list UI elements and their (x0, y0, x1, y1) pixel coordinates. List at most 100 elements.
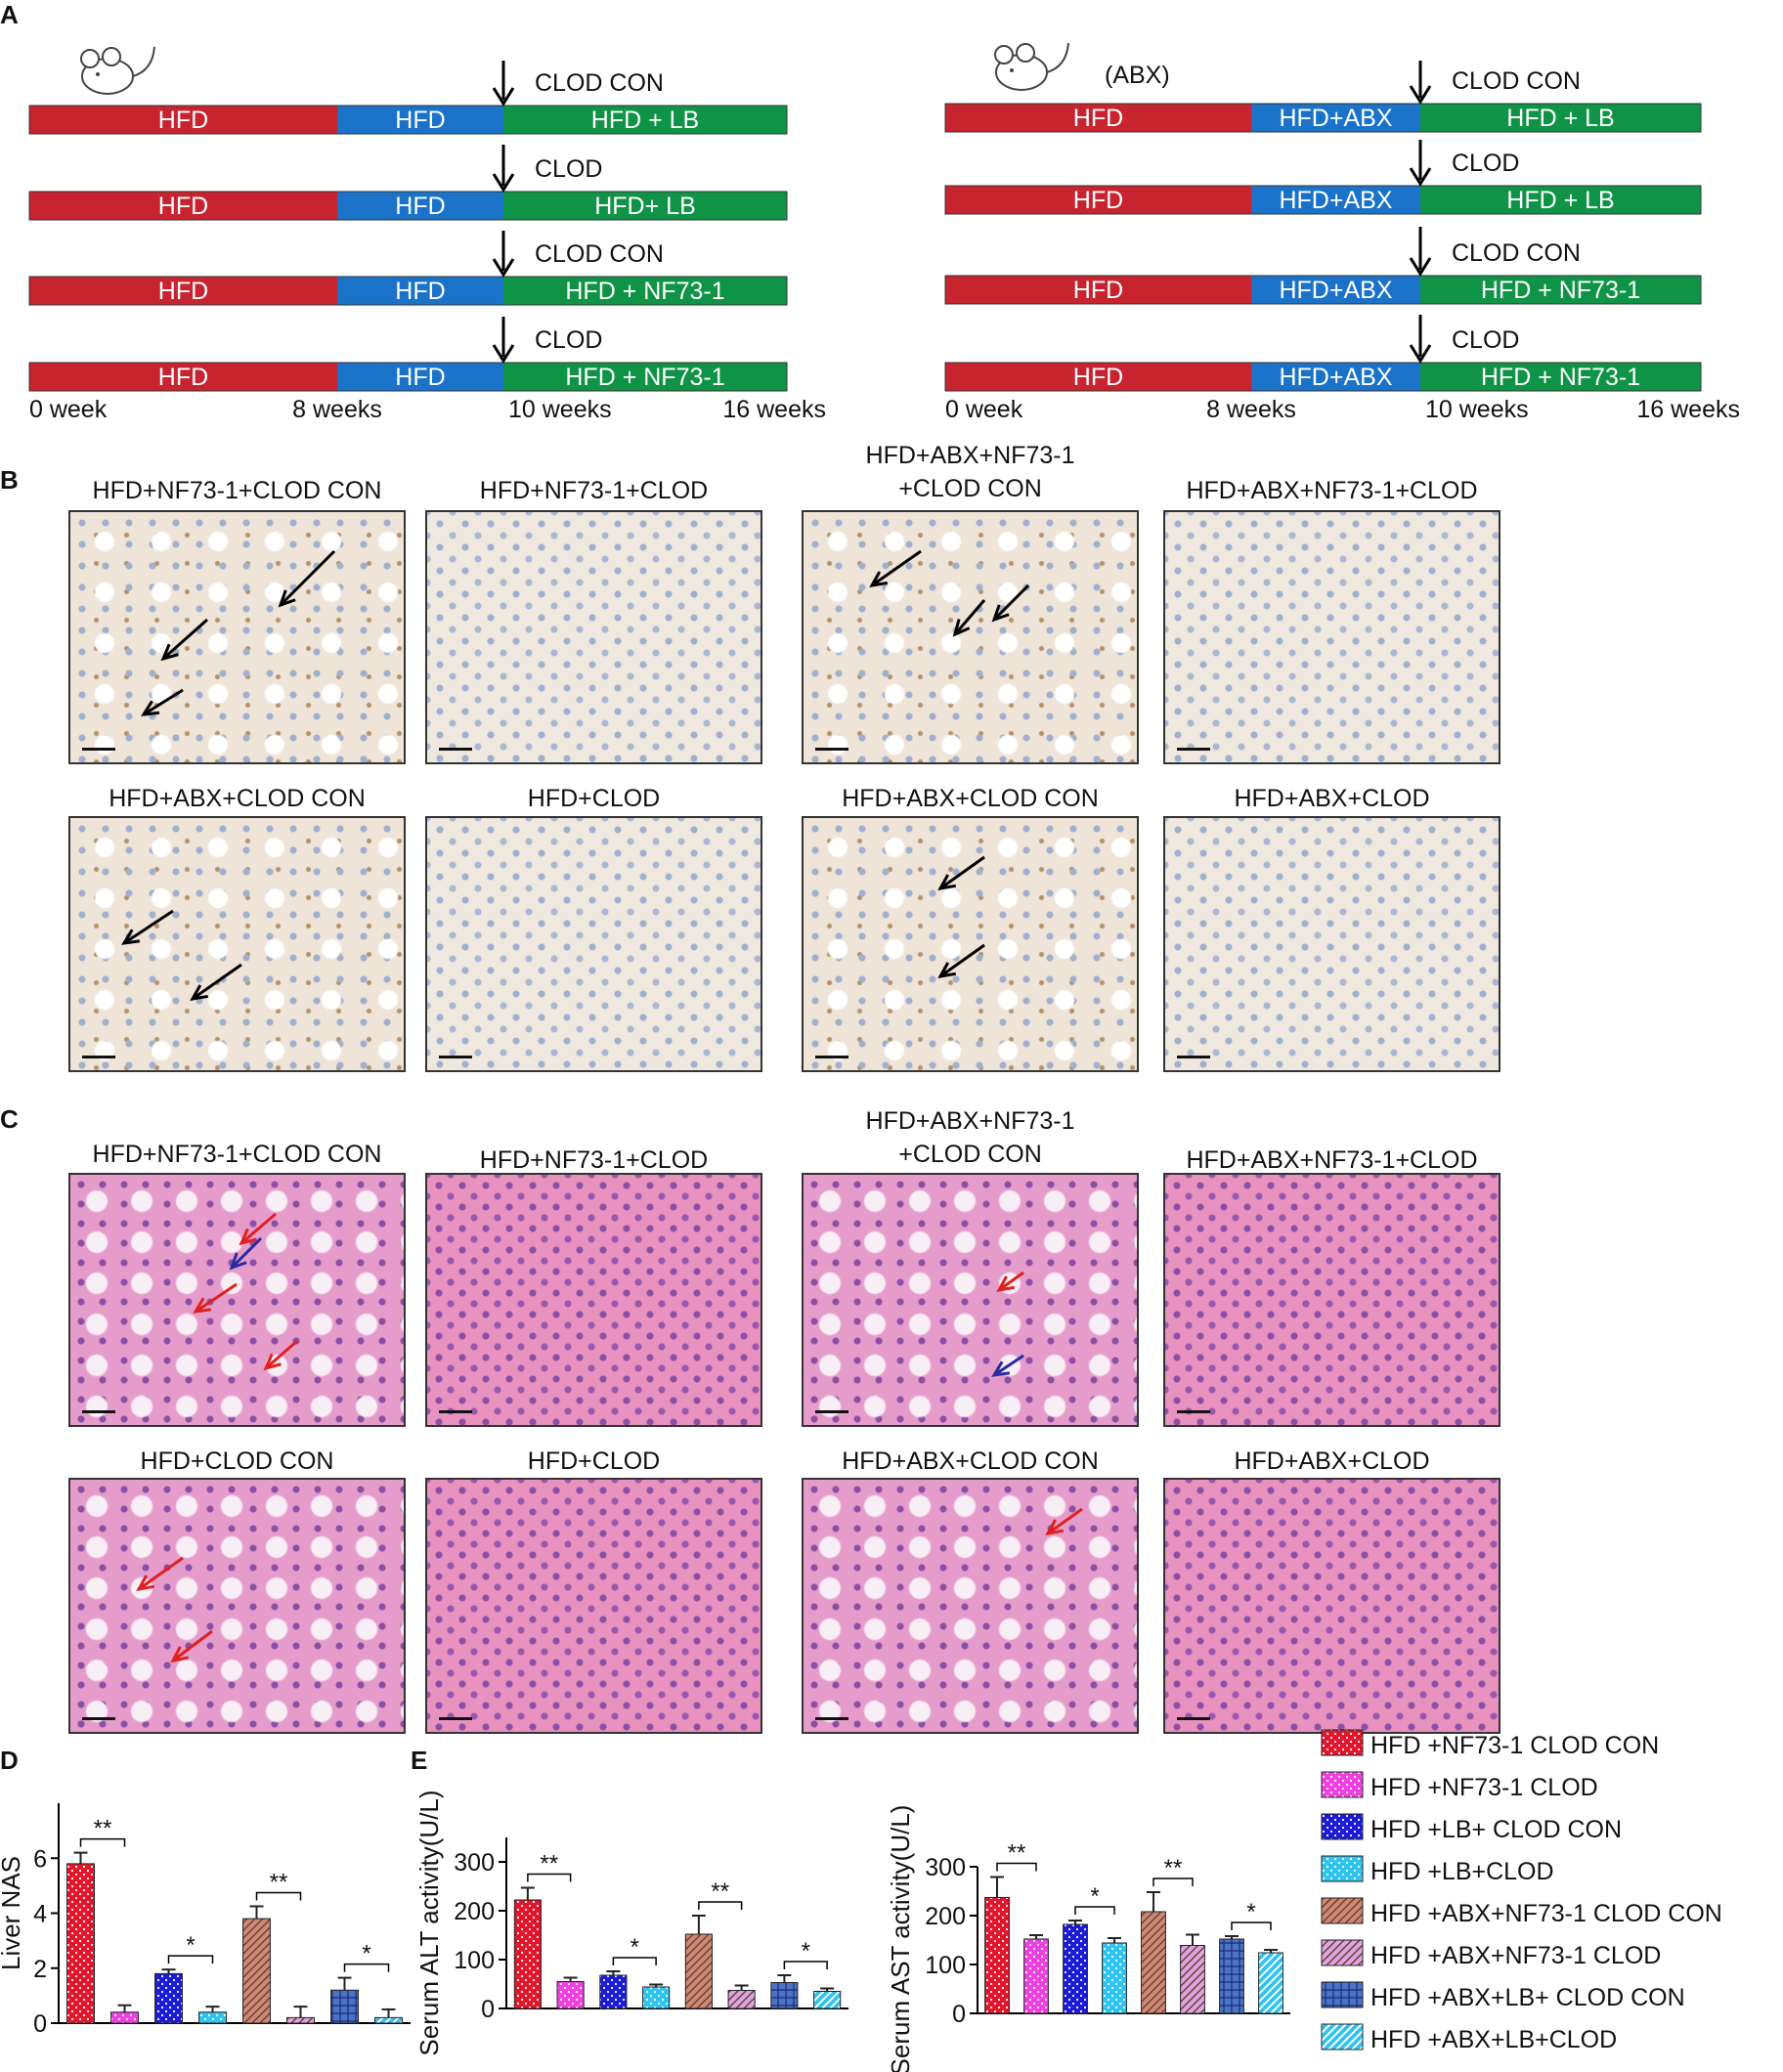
y-tick-label: 0 (33, 2010, 47, 2038)
significance-label: ** (540, 1851, 558, 1878)
he-micrograph (802, 1478, 1139, 1734)
timeline-blue-segment (337, 277, 503, 305)
legend-swatch (1321, 1729, 1364, 1756)
he-label: HFD+NF73-1+CLOD CON (92, 1141, 382, 1168)
y-tick-label: 200 (925, 1903, 966, 1930)
timeline-blue-label: HFD (395, 278, 445, 305)
he-micrograph (1163, 1173, 1500, 1427)
y-tick-label: 300 (925, 1854, 966, 1881)
bar (66, 1863, 95, 2024)
timeline-blue-segment (1251, 104, 1420, 132)
mouse-icon (994, 42, 1069, 91)
significance-label: ** (1164, 1855, 1183, 1881)
legend-label: HFD +NF73-1 CLOD CON (1370, 1732, 1659, 1759)
arrow-down-icon (1409, 140, 1432, 187)
scale-bar (1177, 1410, 1210, 1413)
scale-bar (815, 1056, 848, 1058)
legend-label: HFD +ABX+LB+CLOD (1370, 2026, 1617, 2053)
ihc-micrograph (68, 510, 406, 764)
legend-entry: HFD +ABX+NF73-1 CLOD CON (1321, 1897, 1722, 1927)
legend-entry: HFD +ABX+LB+ CLOD CON (1321, 1981, 1685, 2011)
timeline-hfd-segment (29, 363, 337, 391)
bar (556, 1981, 585, 2009)
timeline-blue-label: HFD (395, 107, 445, 134)
timeline-green-label: HFD + NF73-1 (565, 364, 724, 391)
timeline-hfd-segment (945, 363, 1251, 391)
arrow-down-icon (492, 317, 515, 364)
timeline-event-label: CLOD (535, 155, 602, 183)
bar (154, 1972, 183, 2024)
panel-letter-a: A (0, 0, 19, 29)
bar (513, 1899, 542, 2009)
bar (374, 2016, 403, 2024)
annotation-arrow-icon (141, 688, 184, 716)
week-label: 10 weeks (508, 396, 612, 423)
significance-label: * (362, 1941, 370, 1967)
significance-bracket (1074, 1906, 1115, 1915)
legend-swatch (1321, 1939, 1364, 1966)
scale-bar (439, 1717, 472, 1720)
ihc-micrograph (425, 510, 762, 764)
mouse-icon (80, 46, 155, 95)
timeline-green-segment (1420, 276, 1701, 304)
timeline-blue-segment (337, 192, 503, 220)
arrow-down-icon (1409, 227, 1432, 277)
week-label: 16 weeks (1636, 396, 1740, 423)
legend-swatch (1321, 1855, 1364, 1882)
significance-bracket (612, 1957, 657, 1965)
annotation-arrow-icon (937, 855, 985, 890)
significance-label: ** (270, 1869, 288, 1895)
ihc-label: HFD+ABX+CLOD (1234, 785, 1430, 812)
timeline-event-label: CLOD (1452, 326, 1519, 354)
timeline-event-label: CLOD (1452, 150, 1519, 177)
timeline-red-label: HFD (1073, 277, 1123, 304)
bar (813, 1991, 842, 2009)
significance-label: ** (1008, 1840, 1026, 1867)
timeline-hfd-segment (945, 276, 1251, 304)
legend-swatch (1321, 1771, 1364, 1798)
timeline-green-label: HFD + LB (1506, 187, 1614, 214)
week-label: 0 week (945, 396, 1023, 423)
significance-bracket (1152, 1878, 1194, 1886)
significance-bracket (79, 1837, 126, 1847)
ihc-label: HFD+NF73-1+CLOD (479, 477, 709, 504)
ihc-label: HFD+ABX+NF73-1 +CLOD CON (865, 442, 1075, 502)
ihc-micrograph (68, 816, 406, 1072)
timeline-blue-segment (337, 363, 503, 391)
y-tick-label: 300 (454, 1849, 495, 1877)
week-label: 8 weeks (292, 396, 382, 423)
legend-entry: HFD +NF73-1 CLOD (1321, 1771, 1598, 1801)
annotation-arrow-icon (121, 909, 174, 945)
timeline-blue-segment (337, 106, 503, 134)
timeline-hfd-segment (29, 106, 337, 134)
timeline-blue-label: HFD (395, 364, 445, 391)
scale-bar (815, 1717, 848, 1720)
ihc-label: HFD+NF73-1+CLOD CON (92, 477, 382, 504)
timeline-green-segment (503, 363, 787, 391)
panel-letter-d: D (0, 1746, 19, 1775)
bar (599, 1974, 628, 2009)
he-micrograph (802, 1173, 1139, 1427)
timeline-event-label: CLOD CON (535, 69, 664, 97)
bar (1102, 1942, 1127, 2014)
panel-letter-b: B (0, 465, 19, 495)
annotation-arrow-icon (952, 599, 986, 637)
timeline-green-label: HFD + LB (1506, 105, 1614, 132)
significance-label: * (631, 1934, 639, 1961)
y-axis-label: Liver NAS (0, 1856, 25, 1970)
y-tick-label: 2 (33, 1956, 47, 1983)
significance-bracket (167, 1955, 214, 1964)
bar (242, 1918, 271, 2024)
timeline-green-segment (503, 106, 787, 134)
legend-entry: HFD +LB+ CLOD CON (1321, 1813, 1622, 1843)
ihc-micrograph (802, 816, 1139, 1072)
timeline-blue-label: HFD+ABX (1279, 364, 1392, 391)
significance-label: * (186, 1932, 195, 1959)
timeline-event-label: CLOD (535, 326, 602, 354)
annotation-arrow-icon (160, 618, 208, 662)
he-label: HFD+ABX+CLOD (1234, 1447, 1430, 1475)
panel-letter-c: C (0, 1104, 19, 1134)
ihc-label: HFD+ABX+CLOD CON (842, 785, 1099, 812)
timeline-green-label: HFD + NF73-1 (1481, 277, 1640, 304)
significance-bracket (698, 1901, 743, 1910)
